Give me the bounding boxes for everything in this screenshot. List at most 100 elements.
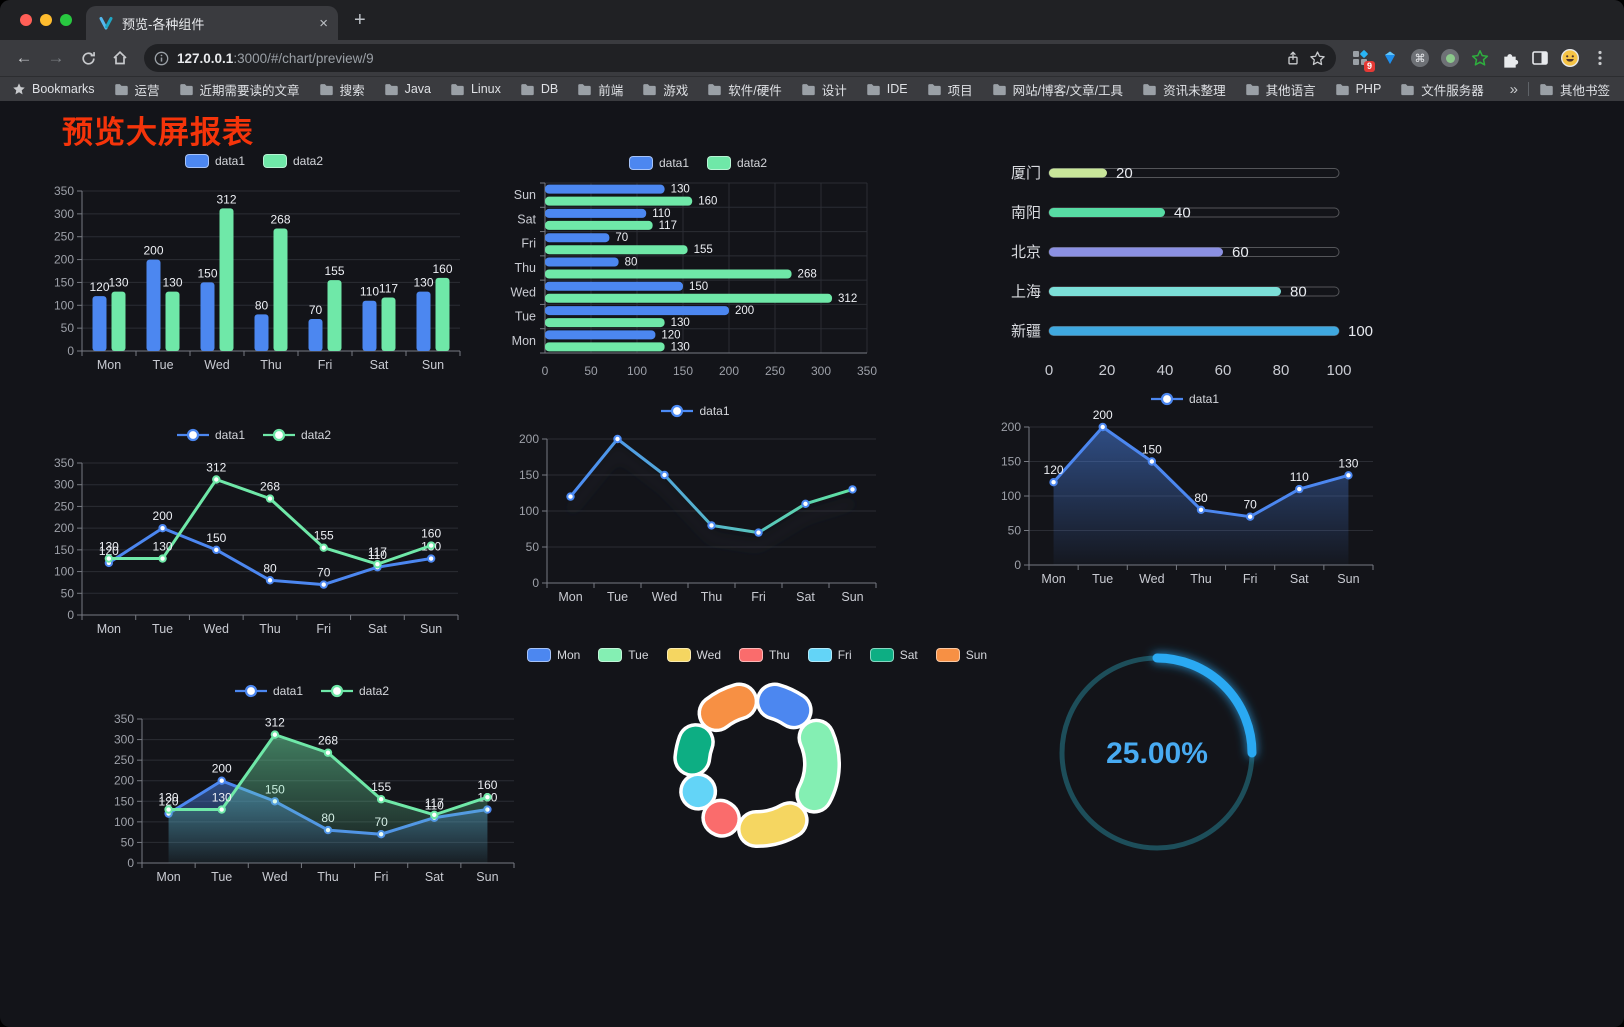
bookmarks-divider bbox=[1527, 82, 1529, 96]
bookmarks-manager-item[interactable]: Bookmarks bbox=[12, 82, 95, 96]
svg-text:100: 100 bbox=[114, 815, 134, 829]
legend-item-data1[interactable]: data1 bbox=[661, 404, 730, 418]
legend-item-data2[interactable]: data2 bbox=[263, 154, 323, 168]
legend-item-data1[interactable]: data1 bbox=[176, 428, 245, 442]
bookmark-folder-item[interactable]: 近期需要读的文章 bbox=[179, 80, 300, 99]
bookmark-folder-item[interactable]: 文件服务器 bbox=[1400, 80, 1484, 99]
legend-label: Fri bbox=[837, 648, 852, 662]
green-star-extension-icon[interactable] bbox=[1470, 48, 1490, 68]
folder-icon bbox=[114, 83, 128, 95]
bookmark-folder-item[interactable]: 资讯未整理 bbox=[1142, 80, 1226, 99]
zoom-window-button[interactable] bbox=[60, 14, 72, 26]
svg-text:北京: 北京 bbox=[1011, 244, 1041, 261]
bookmark-folder-item[interactable]: DB bbox=[520, 80, 558, 99]
folder-icon bbox=[1540, 83, 1553, 95]
bookmark-folder-item[interactable]: PHP bbox=[1335, 80, 1382, 99]
bookmark-folder-item[interactable]: 运营 bbox=[114, 80, 160, 99]
legend-item-Wed[interactable]: Wed bbox=[666, 648, 721, 662]
reload-icon[interactable] bbox=[74, 44, 102, 72]
chart-legend: Mon Tue Wed Thu Fri Sat Sun bbox=[526, 643, 987, 667]
legend-item-Sat[interactable]: Sat bbox=[869, 648, 918, 662]
vue-devtools-gem-icon[interactable] bbox=[1380, 48, 1400, 68]
svg-text:130: 130 bbox=[99, 540, 119, 554]
other-bookmarks-folder[interactable]: 其他书签 bbox=[1539, 80, 1610, 99]
gauge-chart-canvas: 25.00% bbox=[1059, 653, 1257, 851]
svg-text:Tue: Tue bbox=[152, 358, 173, 372]
bookmark-folder-item[interactable]: 游戏 bbox=[642, 80, 688, 99]
legend-item-data1[interactable]: data1 bbox=[1150, 392, 1219, 406]
recorder-extension-icon[interactable] bbox=[1440, 48, 1460, 68]
bookmark-folder-item[interactable]: 网站/博客/文章/工具 bbox=[992, 80, 1123, 99]
bookmarks-overflow-chevron[interactable]: » bbox=[1509, 80, 1518, 98]
legend-item-data1[interactable]: data1 bbox=[234, 684, 303, 698]
legend-line-marker bbox=[1150, 392, 1183, 406]
bookmark-folder-item[interactable]: 前端 bbox=[577, 80, 623, 99]
browser-tab[interactable]: 预览-各种组件 × bbox=[86, 6, 338, 40]
bookmark-folder-label: PHP bbox=[1355, 82, 1382, 96]
preview-dashboard: 预览大屏报表 data1 data2 0 50 100 150 200 250 300 350 Mo… bbox=[0, 101, 1624, 1026]
sidebar-toggle-icon[interactable] bbox=[1530, 48, 1550, 68]
svg-text:Sun: Sun bbox=[420, 622, 442, 636]
menu-dots-icon[interactable] bbox=[1590, 48, 1610, 68]
legend-item-data1[interactable]: data1 bbox=[184, 154, 245, 168]
folder-icon bbox=[1143, 83, 1156, 95]
bookmark-folder-item[interactable]: 其他语言 bbox=[1245, 80, 1316, 99]
new-tab-button[interactable]: + bbox=[354, 8, 366, 31]
bookmark-folder-item[interactable]: Linux bbox=[450, 80, 501, 99]
svg-text:Fri: Fri bbox=[316, 622, 331, 636]
bookmark-folder-item[interactable]: Java bbox=[384, 80, 431, 99]
share-icon[interactable] bbox=[1285, 50, 1301, 67]
svg-text:Tue: Tue bbox=[515, 310, 536, 324]
legend-item-Tue[interactable]: Tue bbox=[598, 648, 649, 662]
extension-grid-icon[interactable]: 9 bbox=[1350, 48, 1375, 72]
bar-chart-canvas: 0 50 100 150 200 250 300 350 Mon Tue Wed Thu Fri Sat S… bbox=[54, 184, 461, 372]
svg-text:130: 130 bbox=[671, 317, 690, 329]
bookmark-folder-item[interactable]: 软件/硬件 bbox=[707, 80, 782, 99]
emoji-avatar-icon[interactable] bbox=[1560, 48, 1580, 68]
svg-text:Sat: Sat bbox=[517, 212, 536, 226]
line-chart-canvas: 0 50 100 150 200 250 300 350 Mon Tue Wed Thu Fri Sat S… bbox=[54, 456, 459, 636]
close-window-button[interactable] bbox=[20, 14, 32, 26]
svg-text:100: 100 bbox=[1326, 362, 1351, 379]
legend-item-data1[interactable]: data1 bbox=[628, 156, 689, 170]
bookmark-folder-item[interactable]: 设计 bbox=[801, 80, 847, 99]
svg-text:350: 350 bbox=[54, 184, 74, 198]
address-bar[interactable]: 127.0.0.1:3000/#/chart/preview/9 bbox=[144, 44, 1336, 72]
back-icon[interactable]: ← bbox=[15, 48, 33, 67]
legend-color-chip bbox=[666, 648, 691, 662]
bookmark-folder-item[interactable]: 项目 bbox=[927, 80, 973, 99]
legend-item-Sun[interactable]: Sun bbox=[935, 648, 987, 662]
legend-item-data2[interactable]: data2 bbox=[707, 156, 767, 170]
bookmark-folder-item[interactable]: IDE bbox=[866, 80, 908, 99]
svg-text:50: 50 bbox=[61, 586, 75, 600]
home-icon[interactable] bbox=[106, 44, 134, 72]
minimize-window-button[interactable] bbox=[40, 14, 52, 26]
svg-text:80: 80 bbox=[1273, 362, 1290, 379]
tab-close-button[interactable]: × bbox=[319, 14, 328, 32]
legend-item-Mon[interactable]: Mon bbox=[526, 648, 580, 662]
gauge-value-label: 25.00% bbox=[1106, 737, 1208, 770]
legend-item-Thu[interactable]: Thu bbox=[739, 648, 790, 662]
legend-color-chip bbox=[935, 648, 960, 662]
legend-item-data2[interactable]: data2 bbox=[321, 684, 389, 698]
dots-glyph bbox=[1598, 50, 1602, 66]
url-host: 127.0.0.1 bbox=[177, 50, 234, 66]
puzzle-glyph bbox=[1504, 53, 1519, 68]
forward-icon[interactable]: → bbox=[47, 48, 65, 67]
svg-text:0: 0 bbox=[67, 344, 74, 358]
site-info-icon[interactable] bbox=[154, 51, 169, 66]
legend-line-marker bbox=[176, 428, 209, 442]
legend-item-data2[interactable]: data2 bbox=[263, 428, 331, 442]
legend-item-Fri[interactable]: Fri bbox=[807, 648, 852, 662]
svg-text:130: 130 bbox=[413, 276, 433, 290]
url-text[interactable]: 127.0.0.1:3000/#/chart/preview/9 bbox=[177, 51, 1277, 66]
bookmark-star-icon[interactable] bbox=[1309, 50, 1326, 67]
svg-text:268: 268 bbox=[798, 269, 817, 281]
svg-text:80: 80 bbox=[625, 257, 638, 269]
bookmark-folder-item[interactable]: 搜索 bbox=[319, 80, 365, 99]
extensions-puzzle-icon[interactable] bbox=[1500, 48, 1520, 68]
svg-text:0: 0 bbox=[542, 364, 549, 378]
command-extension-icon[interactable]: ⌘ bbox=[1410, 48, 1430, 68]
svg-text:Sun: Sun bbox=[476, 870, 498, 884]
svg-text:Sat: Sat bbox=[796, 590, 815, 604]
